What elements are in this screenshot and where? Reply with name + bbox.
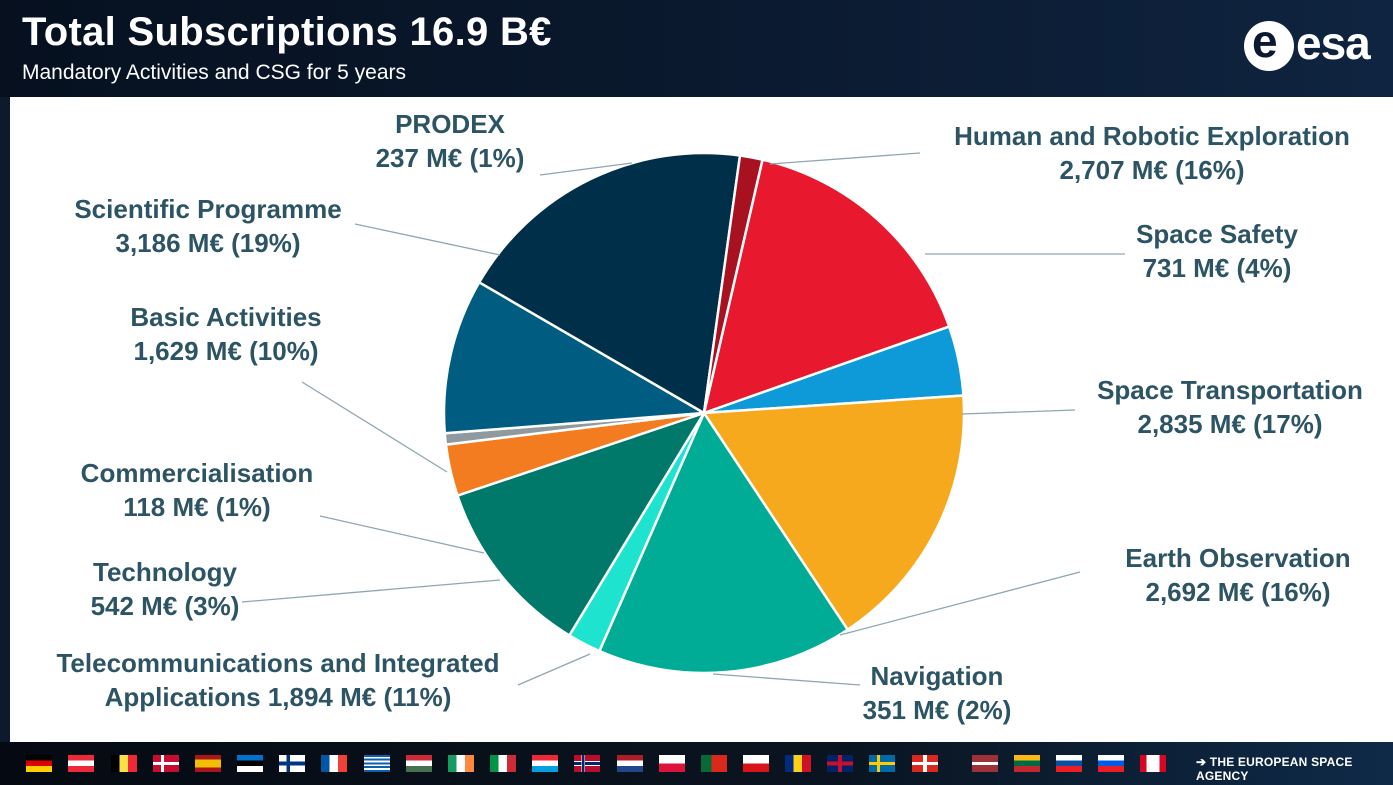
slice-label-value-transport: 2,835 M€ (17%) (1138, 409, 1323, 439)
flag-switzerland (912, 755, 938, 772)
esa-logo: e esa (1244, 15, 1384, 74)
flag-italy (490, 755, 516, 772)
flag-finland (279, 755, 305, 772)
flag-romania (785, 755, 811, 772)
slice-label-name-earth: Earth Observation (1125, 543, 1350, 573)
esa-logo-word: esa (1296, 17, 1371, 69)
slice-label-value-technology: 542 M€ (3%) (91, 591, 240, 621)
footer-bar: ➔ THE EUROPEAN SPACE AGENCY (0, 742, 1393, 785)
esa-logo-mark: e (1252, 15, 1278, 67)
flag-canada (1140, 755, 1166, 772)
leader-line-earth (839, 571, 1081, 636)
slice-label-value-safety: 731 M€ (4%) (1143, 253, 1292, 283)
page-subtitle: Mandatory Activities and CSG for 5 years (22, 61, 406, 84)
flag-netherlands (617, 755, 643, 772)
pie-slice-earth (598, 411, 849, 675)
flag-estonia (237, 755, 263, 772)
slice-label-name-basic: Basic Activities (130, 302, 321, 332)
pie-slice-transport (702, 394, 966, 631)
leader-line-prodex (539, 162, 633, 176)
slice-label-name-prodex: PRODEX (395, 109, 505, 139)
pie-slice-basic (442, 281, 706, 435)
flag-belgium (111, 755, 137, 772)
flag-lithuania (1014, 755, 1040, 772)
leader-line-technology (241, 579, 501, 603)
esa-logo-disc (1244, 21, 1294, 71)
pie-slice-telecom (456, 411, 706, 637)
header-bar: Total Subscriptions 16.9 B€ Mandatory Ac… (0, 0, 1393, 97)
flag-czechia (743, 755, 769, 772)
agency-label-text: THE EUROPEAN SPACE AGENCY (1196, 755, 1353, 783)
leader-line-transport (961, 409, 1076, 415)
flag-greece (364, 755, 390, 772)
slice-label-name-science: Scientific Programme (74, 194, 341, 224)
slice-label-name-telecom: Telecommunications and Integrated (56, 648, 499, 678)
leader-line-human (769, 152, 921, 165)
slice-label-name-safety: Space Safety (1136, 219, 1298, 249)
flag-germany (26, 755, 52, 772)
slice-label-value-navigation: 351 M€ (2%) (863, 695, 1012, 725)
flag-luxembourg (532, 755, 558, 772)
flag-austria (68, 755, 94, 772)
flag-portugal (701, 755, 727, 772)
slice-label-name-technology: Technology (93, 557, 238, 587)
slice-label-value-telecom: Applications 1,894 M€ (11%) (105, 682, 452, 712)
flag-spain (195, 755, 221, 772)
flag-slovakia (1056, 755, 1082, 772)
leader-line-telecom (517, 653, 591, 686)
agency-label: ➔ THE EUROPEAN SPACE AGENCY (1196, 755, 1393, 783)
leader-line-commercial (319, 515, 485, 554)
slice-label-name-human: Human and Robotic Exploration (954, 121, 1350, 151)
slice-label-name-transport: Space Transportation (1097, 375, 1363, 405)
leader-line-navigation (712, 673, 861, 686)
page-title: Total Subscriptions 16.9 B€ (22, 10, 552, 54)
flag-united-kingdom (827, 755, 853, 772)
slice-label-value-prodex: 237 M€ (1%) (376, 143, 525, 173)
flag-norway (574, 755, 600, 772)
pie-chart: Human and Robotic Exploration 2,707 M€ (1… (56, 109, 1363, 725)
flag-ireland (448, 755, 474, 772)
slice-label-value-basic: 1,629 M€ (10%) (134, 336, 319, 366)
flag-denmark (153, 755, 179, 772)
flag-slovenia (1098, 755, 1124, 772)
slice-label-value-human: 2,707 M€ (16%) (1060, 155, 1245, 185)
flag-latvia (972, 755, 998, 772)
pie-slice-human (702, 158, 951, 415)
slice-label-value-science: 3,186 M€ (19%) (116, 228, 301, 258)
chart-panel: Human and Robotic Exploration 2,707 M€ (1… (10, 97, 1393, 742)
leader-line-science (354, 223, 501, 256)
flag-france (321, 755, 347, 772)
slice-label-value-earth: 2,692 M€ (16%) (1146, 577, 1331, 607)
slice-label-value-commercial: 118 M€ (1%) (123, 492, 270, 522)
slice-label-name-navigation: Navigation (871, 661, 1004, 691)
leader-line-basic (301, 381, 448, 473)
flag-poland (659, 755, 685, 772)
flag-hungary (406, 755, 432, 772)
arrow-right-icon: ➔ (1196, 755, 1210, 769)
slice-label-name-commercial: Commercialisation (81, 458, 314, 488)
flag-sweden (869, 755, 895, 772)
pie-slice-prodex (702, 154, 764, 415)
